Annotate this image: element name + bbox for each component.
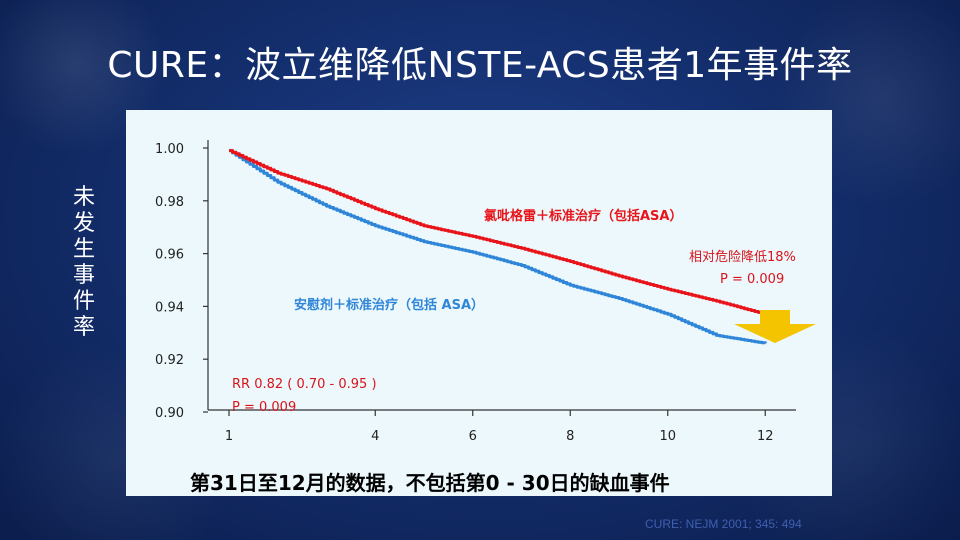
placebo-curve — [229, 149, 767, 345]
chart-labels: 氯吡格雷＋标准治疗（包括ASA） 安慰剂＋标准治疗（包括 ASA） 相对危险降低18… — [190, 208, 816, 495]
y-tick-label: 1.00 — [155, 142, 184, 157]
x-tick-label: 1 — [225, 429, 233, 444]
placebo-series-label: 安慰剂＋标准治疗（包括 ASA） — [294, 297, 484, 313]
y-axis-label: 未发生事件率 — [72, 185, 95, 340]
x-tick-label: 4 — [371, 429, 379, 444]
chart-curves — [229, 149, 767, 345]
slide-title: CURE：波立维降低NSTE-ACS患者1年事件率 — [107, 45, 853, 86]
y-tick-label: 0.96 — [155, 248, 184, 263]
km-chart: 1.00 0.98 0.96 0.94 0.92 0.90 1 4 6 8 10 12 氯吡格雷＋标准… — [155, 140, 816, 495]
down-arrow-icon — [734, 310, 816, 343]
y-tick-label: 0.94 — [155, 300, 184, 315]
y-tick-label: 0.90 — [155, 406, 184, 421]
x-tick-label: 12 — [757, 429, 774, 444]
chart-panel: 1.00 0.98 0.96 0.94 0.92 0.90 1 4 6 8 10 12 氯吡格雷＋标准… — [126, 110, 832, 496]
rr-label: RR 0.82 ( 0.70 - 0.95 ) — [232, 377, 377, 392]
clopidogrel-curve — [229, 149, 767, 315]
chart-footer-note: 第31日至12月的数据，不包括第0 - 30日的缺血事件 — [190, 471, 670, 495]
x-tick-label: 10 — [659, 429, 676, 444]
risk-reduction-label: 相对危险降低18% — [689, 250, 796, 265]
x-tick-label: 6 — [469, 429, 477, 444]
clopidogrel-series-label: 氯吡格雷＋标准治疗（包括ASA） — [484, 208, 683, 224]
p-value-left-label: P = 0.009 — [232, 400, 296, 415]
y-tick-label: 0.98 — [155, 195, 184, 210]
x-tick-label: 8 — [566, 429, 574, 444]
source-citation: CURE: NEJM 2001; 345: 494 — [645, 517, 802, 531]
chart-axes: 1.00 0.98 0.96 0.94 0.92 0.90 1 4 6 8 10 12 — [155, 140, 796, 444]
y-tick-label: 0.92 — [155, 353, 184, 368]
p-value-right-label: P = 0.009 — [720, 272, 784, 287]
